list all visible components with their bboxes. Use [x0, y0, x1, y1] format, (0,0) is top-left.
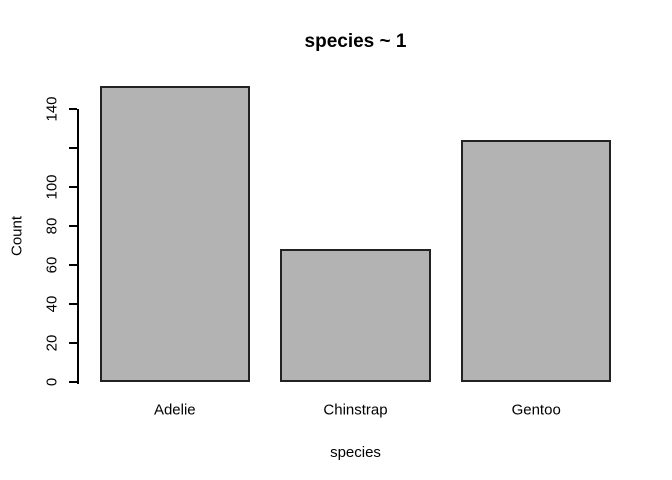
y-axis-tick [69, 342, 77, 344]
y-tick-label: 40 [43, 295, 61, 313]
y-axis-tick [69, 147, 77, 149]
y-tick-label: 20 [43, 334, 61, 352]
chart-title: species ~ 1 [304, 31, 407, 52]
y-axis-line [77, 109, 79, 384]
x-axis-label: species [330, 444, 381, 461]
bar-adelie [99, 85, 251, 382]
y-tick-label: 0 [43, 377, 61, 387]
y-tick-label: 60 [43, 256, 61, 274]
y-axis-tick [69, 186, 77, 188]
y-tick-label: 100 [43, 174, 61, 200]
x-category-label: Adelie [153, 401, 196, 419]
y-axis-tick [69, 225, 77, 227]
y-axis-tick [69, 381, 77, 383]
y-tick-label: 80 [43, 217, 61, 235]
bar-chinstrap [280, 249, 431, 382]
y-axis-tick [69, 108, 77, 110]
y-axis-tick [69, 303, 77, 305]
x-category-label: Gentoo [511, 401, 561, 419]
bar-gentoo [460, 140, 612, 382]
x-category-label: Chinstrap [323, 401, 388, 419]
y-axis-tick [69, 264, 77, 266]
y-tick-label: 140 [43, 96, 61, 122]
